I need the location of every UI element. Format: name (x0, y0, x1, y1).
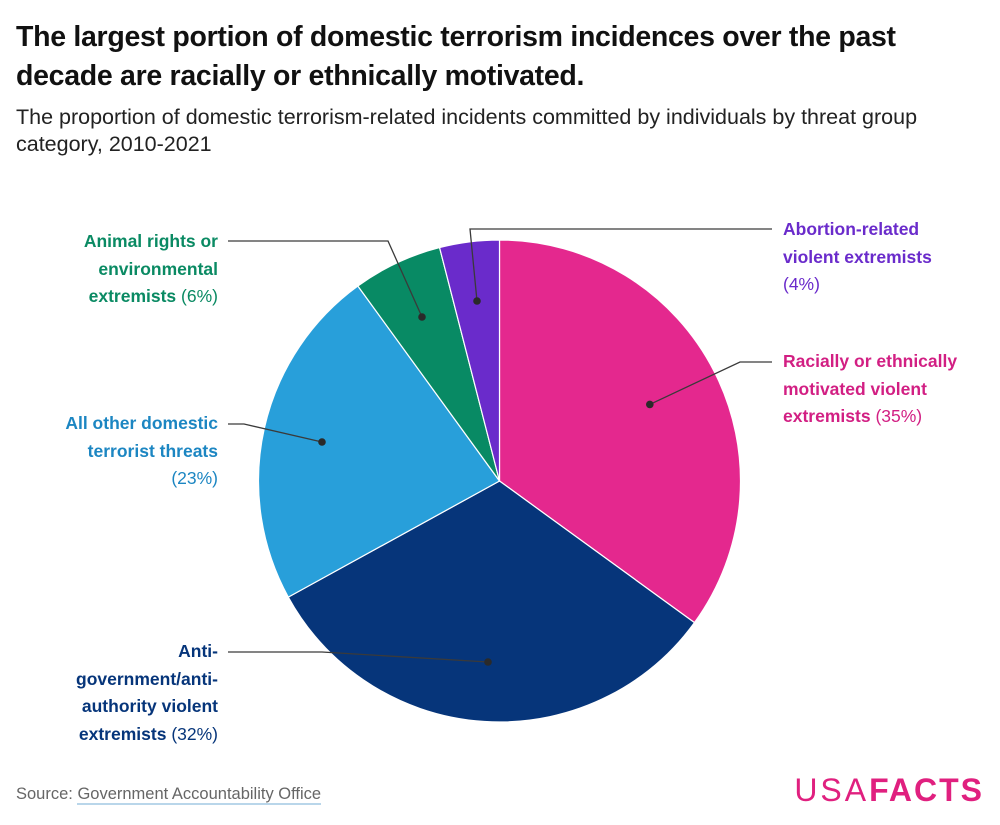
leader-line-animal (228, 240, 423, 318)
label-other: All other domestic terrorist threats (23… (65, 410, 218, 493)
label-antigov-line1: Anti- (178, 641, 218, 661)
label-antigov: Anti- government/anti- authority violent… (76, 638, 218, 748)
label-animal-line3: extremists (88, 286, 177, 306)
label-abortion-line1: Abortion-related (783, 219, 920, 239)
label-other-line1: All other domestic (65, 413, 218, 433)
label-abortion-line2: violent extremists (783, 246, 932, 267)
label-animal-line1: Animal rights or (83, 231, 218, 251)
leader-dot-racial (646, 400, 654, 409)
logo-usa: USA (794, 772, 870, 808)
label-antigov-line4: extremists (78, 723, 167, 744)
source-note: Source: Government Accountability Office (16, 785, 322, 805)
label-racial-line3: extremists (783, 406, 871, 426)
pie-slices (257, 239, 742, 723)
leader-line-abortion (469, 228, 772, 302)
label-racial: Racially or ethnically motivated violent… (783, 348, 957, 431)
leader-dot-abortion (473, 297, 481, 305)
label-antigov-line2: government/anti- (76, 668, 218, 689)
label-antigov-pct: (32%) (171, 723, 218, 744)
chart-subtitle: The proportion of domestic terrorism-rel… (16, 105, 918, 156)
label-racial-line1: Racially or ethnically (783, 351, 958, 371)
leader-dot-antigov (484, 658, 492, 666)
source-link[interactable]: Government Accountability Office (77, 785, 322, 805)
label-racial-line2: motivated violent (783, 378, 927, 399)
source-prefix: Source: (16, 785, 78, 803)
label-antigov-line3: authority violent (81, 696, 218, 716)
label-other-pct: (23%) (171, 468, 218, 488)
label-other-line2: terrorist threats (87, 440, 218, 461)
leader-lines (228, 228, 772, 666)
pie-slice-antigov (287, 480, 696, 723)
label-animal-line2: environmental (98, 258, 218, 279)
usafacts-logo: USAFACTS (794, 772, 984, 809)
label-animal: Animal rights or environmental extremist… (84, 228, 218, 311)
label-abortion: Abortion-related violent extremists (4%) (783, 216, 932, 299)
label-racial-pct: (35%) (875, 406, 923, 426)
leader-line-racial (649, 361, 772, 406)
label-animal-pct: (6%) (181, 286, 218, 306)
leader-dot-animal (418, 313, 426, 321)
chart-title: The largest portion of domestic terroris… (16, 21, 896, 92)
pie-slice-abortion (438, 239, 501, 482)
logo-facts: FACTS (869, 772, 984, 808)
leader-line-other (228, 423, 323, 443)
leader-line-antigov (228, 651, 489, 663)
label-abortion-pct: (4%) (783, 274, 820, 294)
pie-slice-racial (498, 239, 742, 624)
leader-dot-other (318, 438, 326, 446)
